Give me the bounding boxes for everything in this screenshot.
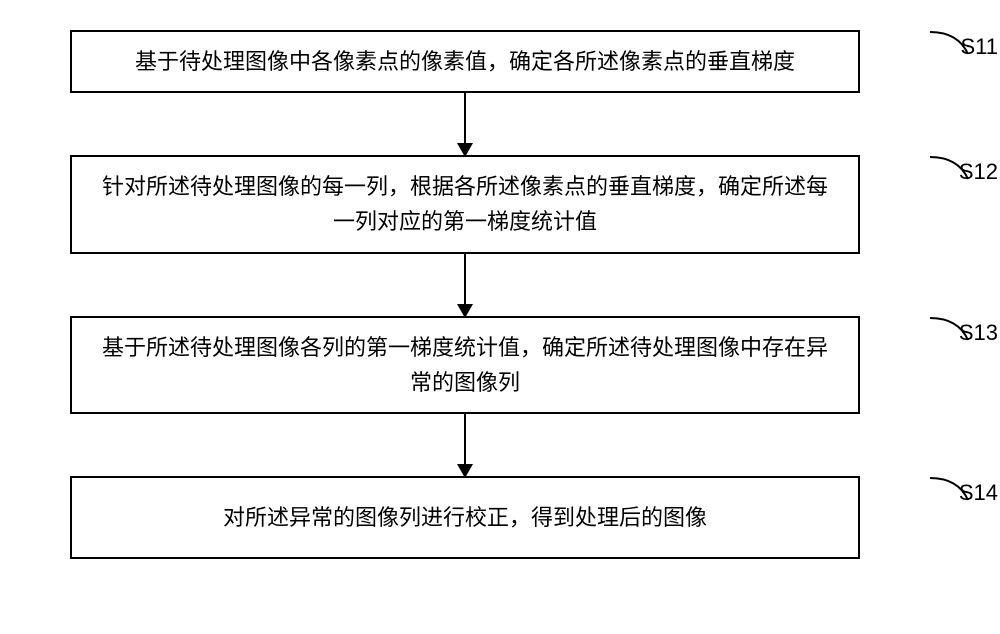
step-label: S13 (959, 320, 998, 346)
arrow-container (70, 93, 860, 155)
step-box-s14: 对所述异常的图像列进行校正，得到处理后的图像 (70, 476, 860, 559)
step-text: 对所述异常的图像列进行校正，得到处理后的图像 (223, 505, 707, 530)
step-label: S11 (960, 34, 998, 60)
step-label: S12 (959, 159, 998, 185)
step-text: 针对所述待处理图像的每一列，根据各所述像素点的垂直梯度，确定所述每一列对应的第一… (102, 174, 828, 234)
step-wrap: 针对所述待处理图像的每一列，根据各所述像素点的垂直梯度，确定所述每一列对应的第一… (70, 155, 930, 253)
arrow-container (70, 254, 860, 316)
step-label: S14 (959, 480, 998, 506)
step-wrap: 基于所述待处理图像各列的第一梯度统计值，确定所述待处理图像中存在异常的图像列 S… (70, 316, 930, 414)
step-wrap: 基于待处理图像中各像素点的像素值，确定各所述像素点的垂直梯度 S11 (70, 30, 930, 93)
flowchart-container: 基于待处理图像中各像素点的像素值，确定各所述像素点的垂直梯度 S11 针对所述待… (70, 30, 930, 559)
arrow-down (464, 254, 466, 316)
step-text: 基于待处理图像中各像素点的像素值，确定各所述像素点的垂直梯度 (135, 49, 795, 74)
step-text: 基于所述待处理图像各列的第一梯度统计值，确定所述待处理图像中存在异常的图像列 (102, 335, 828, 395)
step-box-s12: 针对所述待处理图像的每一列，根据各所述像素点的垂直梯度，确定所述每一列对应的第一… (70, 155, 860, 253)
arrow-down (464, 93, 466, 155)
step-wrap: 对所述异常的图像列进行校正，得到处理后的图像 S14 (70, 476, 930, 559)
arrow-down (464, 414, 466, 476)
arrow-container (70, 414, 860, 476)
step-box-s13: 基于所述待处理图像各列的第一梯度统计值，确定所述待处理图像中存在异常的图像列 (70, 316, 860, 414)
step-box-s11: 基于待处理图像中各像素点的像素值，确定各所述像素点的垂直梯度 (70, 30, 860, 93)
